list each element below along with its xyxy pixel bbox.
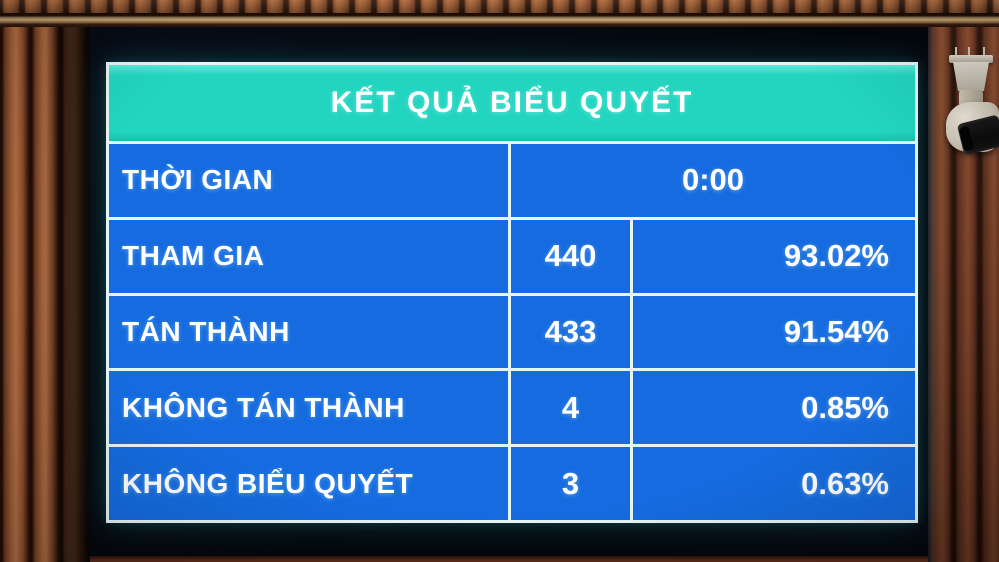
disapprove-count: 4 xyxy=(511,371,630,445)
participating-percent: 93.02% xyxy=(633,219,915,293)
participating-count: 440 xyxy=(511,219,630,293)
abstain-count: 3 xyxy=(511,447,630,520)
participating-label: THAM GIA xyxy=(109,219,508,293)
disapprove-percent: 0.85% xyxy=(633,371,915,445)
wall-trim-rail xyxy=(0,13,999,28)
abstain-label: KHÔNG BIỂU QUYẾT xyxy=(109,447,508,520)
security-camera xyxy=(930,45,999,160)
wood-panel-left xyxy=(0,27,90,562)
approve-percent: 91.54% xyxy=(633,295,915,369)
wood-slat-band-top xyxy=(0,0,999,15)
approve-label: TÁN THÀNH xyxy=(109,295,508,369)
time-label: THỜI GIAN xyxy=(109,144,508,217)
abstain-percent: 0.63% xyxy=(633,447,915,520)
camera-mount-pin xyxy=(955,47,957,57)
voting-results-table: KẾT QUẢ BIỂU QUYẾT THỜI GIAN 0:00 THAM G… xyxy=(106,62,918,523)
disapprove-label: KHÔNG TÁN THÀNH xyxy=(109,371,508,445)
table-title: KẾT QUẢ BIỂU QUYẾT xyxy=(109,65,915,141)
camera-mount-pin xyxy=(968,47,970,57)
screen-bottom-sill xyxy=(90,555,928,562)
time-value: 0:00 xyxy=(511,144,915,217)
approve-count: 433 xyxy=(511,295,630,369)
camera-mount-plate xyxy=(949,55,993,63)
camera-mount-bracket xyxy=(953,62,989,91)
voting-results-screen: KẾT QUẢ BIỂU QUYẾT THỜI GIAN 0:00 THAM G… xyxy=(90,27,928,556)
camera-mount-pin xyxy=(983,47,985,57)
